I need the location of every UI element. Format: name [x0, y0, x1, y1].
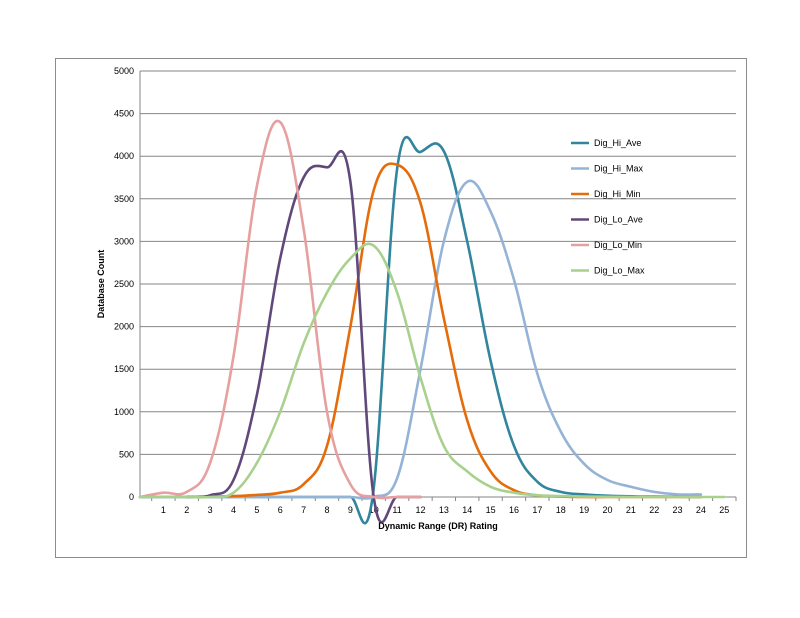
series-line-dig-lo-min [138, 119, 422, 500]
x-tick-label: 24 [696, 505, 706, 515]
x-tick-label: 16 [509, 505, 519, 515]
y-tick-label: 3000 [114, 236, 134, 246]
x-tick-label: 3 [208, 505, 213, 515]
x-tick-label: 18 [556, 505, 566, 515]
x-tick-label: 6 [278, 505, 283, 515]
x-tick-label: 4 [231, 505, 236, 515]
y-axis-title: Database Count [96, 250, 106, 319]
x-axis-title: Dynamic Range (DR) Rating [378, 521, 498, 531]
x-tick-label: 2 [184, 505, 189, 515]
legend-label-dig-lo-max: Dig_Lo_Max [594, 266, 645, 276]
x-tick-label: 21 [626, 505, 636, 515]
x-tick-label: 7 [301, 505, 306, 515]
x-tick-label: 14 [462, 505, 472, 515]
y-tick-label: 4000 [114, 151, 134, 161]
x-tick-label: 9 [348, 505, 353, 515]
legend-label-dig-hi-max: Dig_Hi_Max [594, 164, 644, 174]
x-tick-label: 17 [532, 505, 542, 515]
x-tick-label: 22 [649, 505, 659, 515]
gridlines [140, 70, 736, 455]
y-tick-label: 1000 [114, 407, 134, 417]
x-tick-label: 5 [254, 505, 259, 515]
legend-label-dig-hi-ave: Dig_Hi_Ave [594, 138, 641, 148]
x-tick-label: 11 [392, 505, 401, 515]
legend-label-dig-lo-min: Dig_Lo_Min [594, 240, 642, 250]
x-tick-label: 1 [161, 505, 166, 515]
series-lines [138, 119, 726, 525]
legend: Dig_Hi_Ave Dig_Hi_Max Dig_Hi_Min Dig_Lo_Ave… [571, 138, 645, 276]
x-tick-label: 12 [415, 505, 425, 515]
series-line-dig-lo-max [138, 242, 726, 499]
y-tick-label: 2500 [114, 279, 134, 289]
axes: 0 500 1000 1500 2000 2500 3000 3500 4000 4500 5000… [114, 66, 737, 515]
series-line-dig-lo-ave [185, 150, 422, 524]
x-tick-label: 20 [602, 505, 612, 515]
x-tick-label: 19 [579, 505, 589, 515]
y-tick-label: 2000 [114, 322, 134, 332]
legend-label-dig-hi-min: Dig_Hi_Min [594, 189, 641, 199]
legend-label-dig-lo-ave: Dig_Lo_Ave [594, 215, 643, 225]
y-tick-label: 5000 [114, 66, 134, 76]
x-tick-label: 10 [369, 505, 379, 515]
x-tick-label: 15 [486, 505, 496, 515]
x-tick-label: 23 [673, 505, 683, 515]
x-tick-label: 8 [324, 505, 329, 515]
y-tick-label: 3500 [114, 194, 134, 204]
y-tick-label: 500 [119, 449, 134, 459]
x-tick-label: 25 [719, 505, 729, 515]
y-tick-label: 1500 [114, 364, 134, 374]
series-line-dig-hi-max [138, 179, 703, 500]
y-tick-label: 4500 [114, 109, 134, 119]
y-tick-label: 0 [129, 492, 134, 502]
x-tick-label: 13 [439, 505, 449, 515]
